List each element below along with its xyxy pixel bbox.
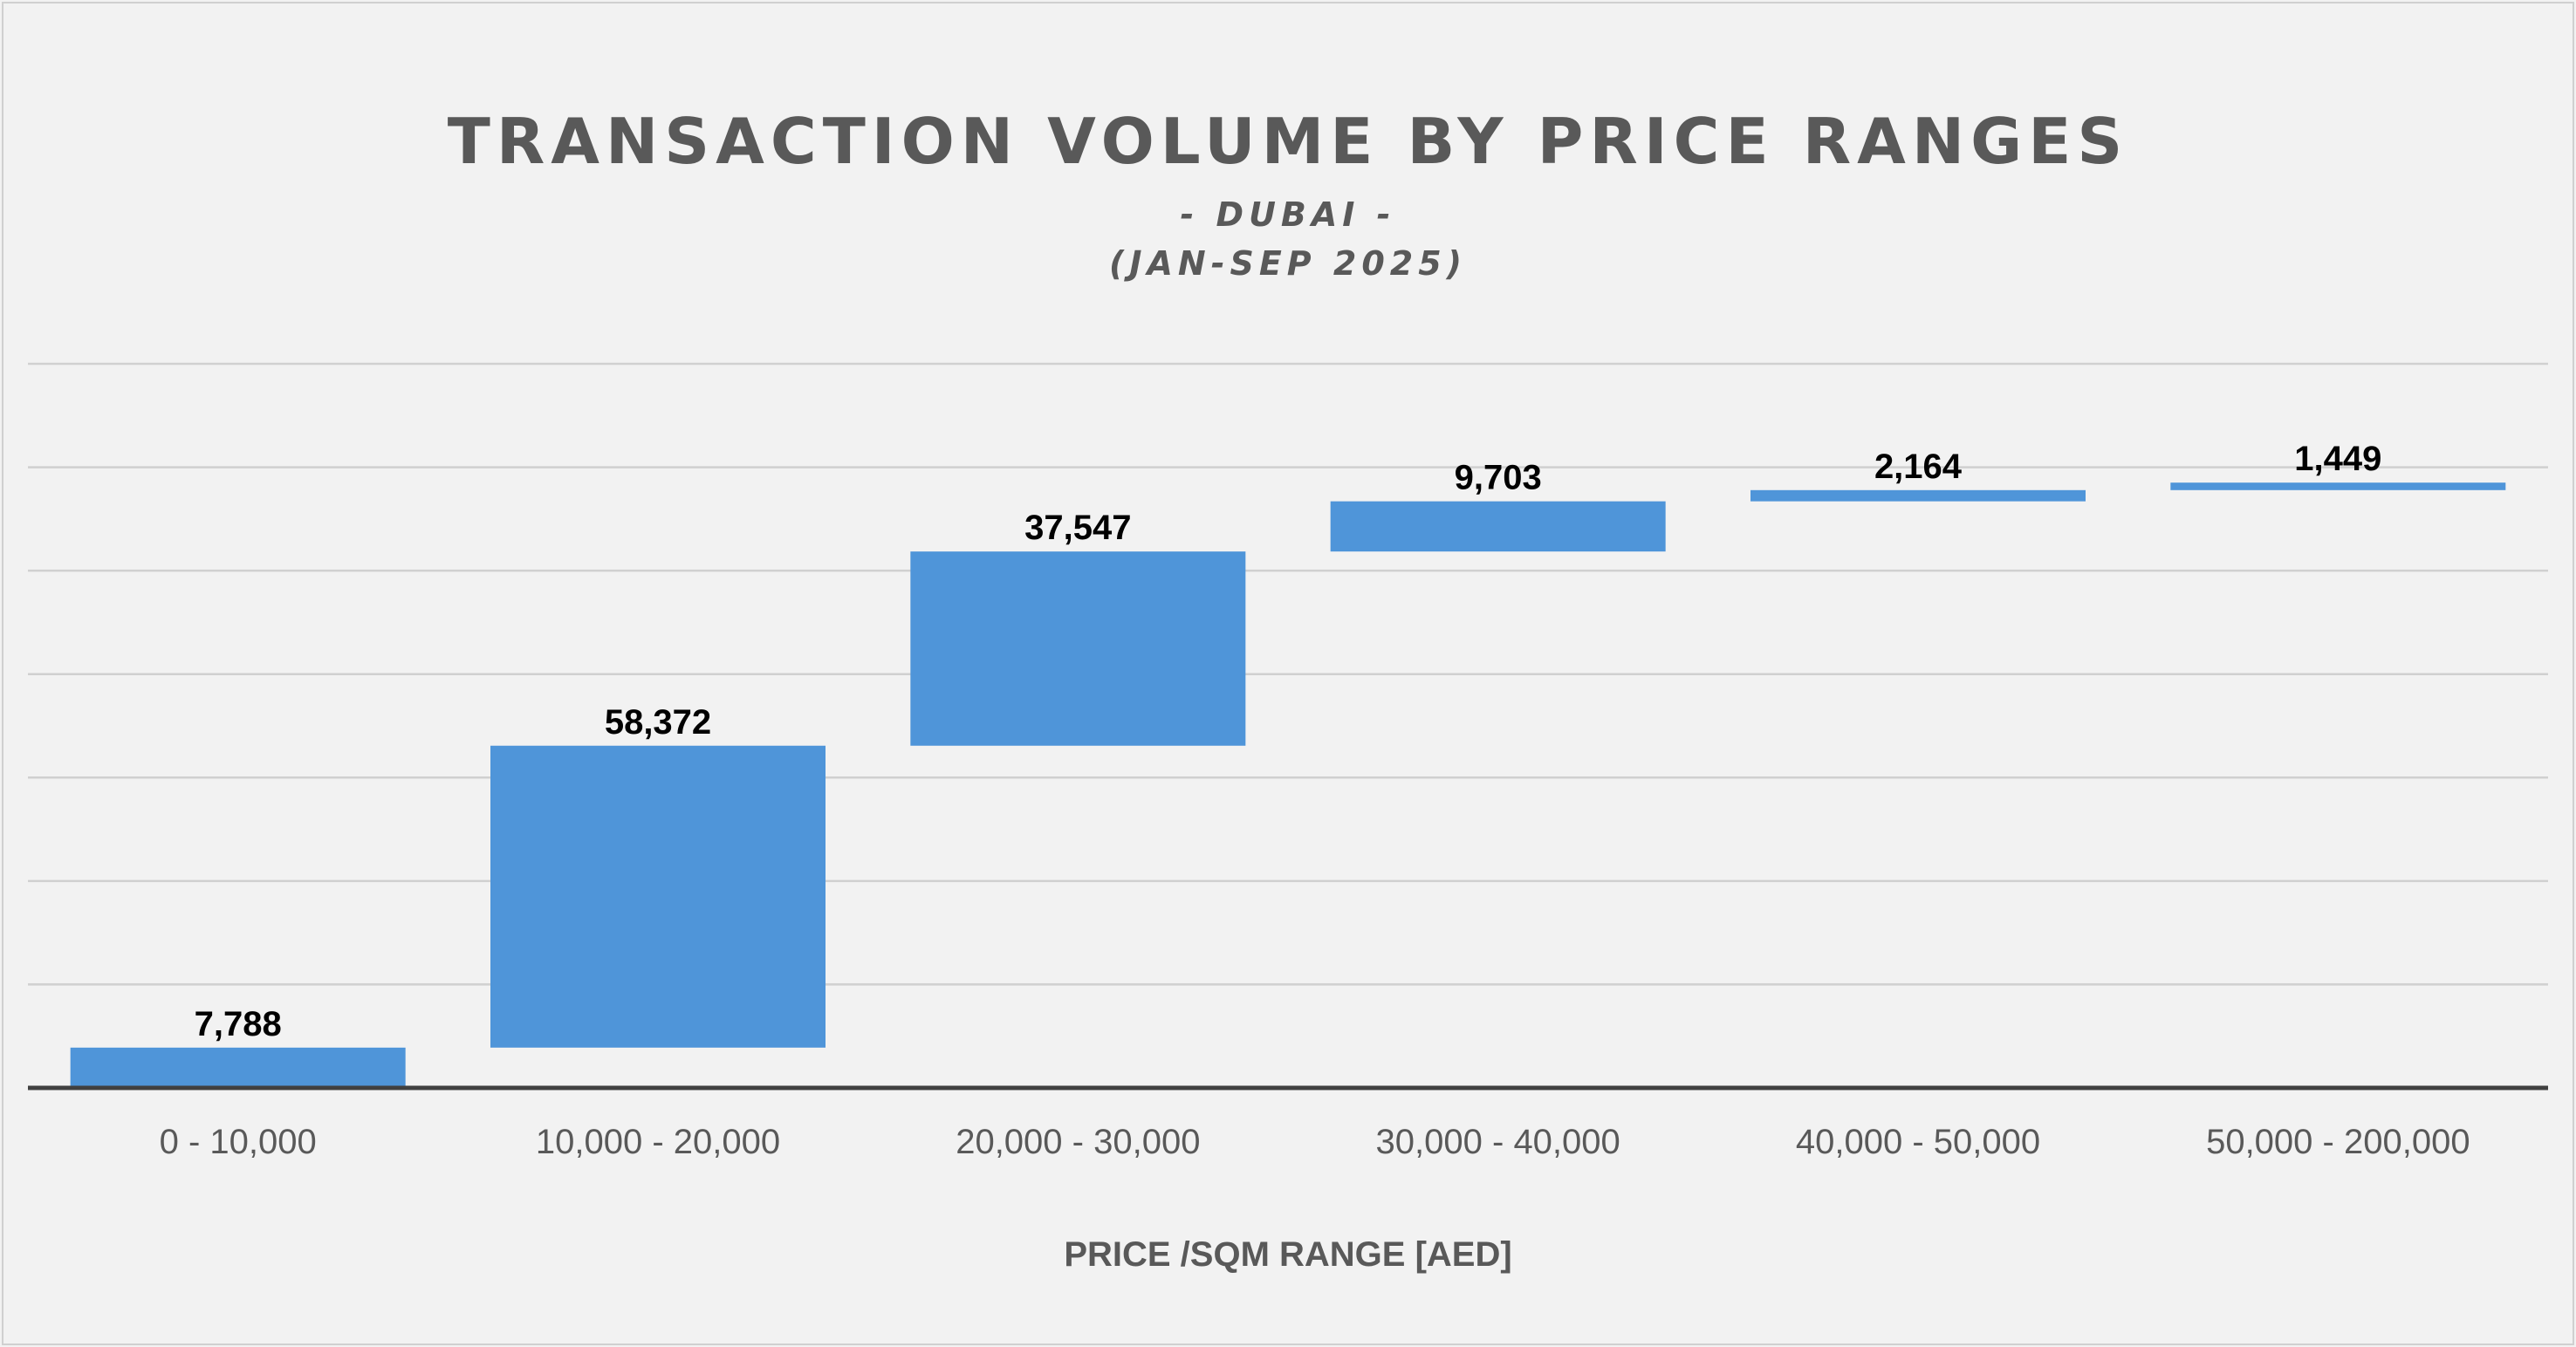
data-labels: 7,788 58,372 37,547 9,703 2,164 1,449 bbox=[195, 440, 2382, 1043]
bar-6 bbox=[2170, 482, 2506, 490]
x-axis-title: PRICE /SQM RANGE [AED] bbox=[1064, 1235, 1512, 1274]
gridlines bbox=[28, 362, 2548, 986]
x-tick-label-4: 30,000 - 40,000 bbox=[1376, 1123, 1620, 1161]
chart-subtitle-period: (JAN-SEP 2025) bbox=[1108, 244, 1468, 283]
x-tick-label-1: 0 - 10,000 bbox=[160, 1123, 317, 1161]
bars bbox=[70, 482, 2506, 1088]
data-label-1: 7,788 bbox=[195, 1005, 282, 1043]
x-tick-label-5: 40,000 - 50,000 bbox=[1796, 1123, 2040, 1161]
bar-1 bbox=[70, 1047, 406, 1088]
data-label-5: 2,164 bbox=[1874, 448, 1963, 486]
bar-2 bbox=[490, 745, 826, 1048]
x-tick-label-6: 50,000 - 200,000 bbox=[2206, 1123, 2470, 1161]
chart-subtitle-location: - DUBAI - bbox=[1180, 195, 1396, 234]
bar-4 bbox=[1330, 501, 1666, 552]
bar-3 bbox=[910, 551, 1246, 746]
bar-5 bbox=[1750, 489, 2086, 502]
data-label-4: 9,703 bbox=[1455, 459, 1542, 497]
x-tick-label-2: 10,000 - 20,000 bbox=[536, 1123, 780, 1161]
data-label-2: 58,372 bbox=[605, 703, 711, 742]
x-tick-labels: 0 - 10,000 10,000 - 20,000 20,000 - 30,000… bbox=[160, 1123, 2470, 1161]
data-label-3: 37,547 bbox=[1024, 509, 1131, 547]
x-tick-label-3: 20,000 - 30,000 bbox=[956, 1123, 1200, 1161]
chart-title: TRANSACTION VOLUME BY PRICE RANGES bbox=[447, 105, 2129, 178]
data-label-6: 1,449 bbox=[2294, 440, 2381, 478]
